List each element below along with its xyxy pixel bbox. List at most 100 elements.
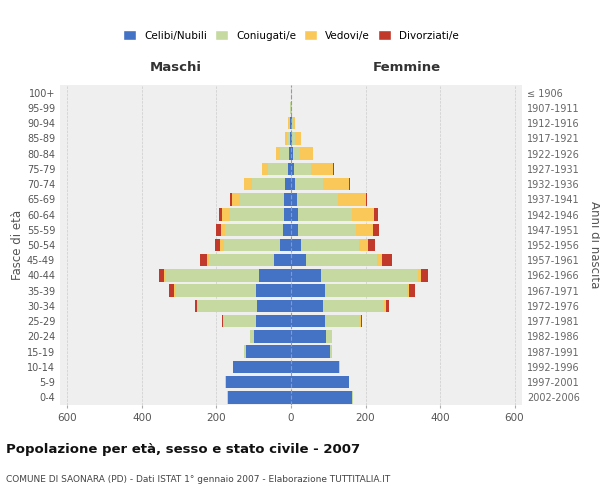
Bar [254,330,291,342]
Bar [298,208,352,221]
Bar [166,269,259,281]
Bar [382,254,392,266]
Bar [159,269,164,281]
Bar [252,178,286,190]
Bar [291,148,293,160]
Bar [323,178,349,190]
Bar [230,193,232,205]
Bar [169,284,173,297]
Bar [291,224,298,236]
Bar [276,148,280,160]
Bar [262,162,268,175]
Bar [173,284,176,297]
Bar [222,208,230,221]
Bar [215,239,220,251]
Bar [291,376,349,388]
Bar [223,315,224,328]
Bar [226,376,291,388]
Text: Maschi: Maschi [149,62,202,74]
Bar [219,208,222,221]
Bar [293,148,299,160]
Bar [295,132,301,144]
Bar [283,224,291,236]
Bar [365,193,367,205]
Bar [291,330,326,342]
Bar [232,193,239,205]
Bar [280,239,291,251]
Bar [239,193,284,205]
Bar [298,224,356,236]
Bar [285,132,287,144]
Bar [224,315,256,328]
Bar [296,193,338,205]
Bar [299,148,313,160]
Bar [292,132,295,144]
Bar [325,284,407,297]
Bar [323,300,384,312]
Text: COMUNE DI SAONARA (PD) - Dati ISTAT 1° gennaio 2007 - Elaborazione TUTTITALIA.IT: COMUNE DI SAONARA (PD) - Dati ISTAT 1° g… [6,475,390,484]
Bar [197,300,198,312]
Bar [291,132,292,144]
Bar [198,300,257,312]
Bar [291,269,321,281]
Bar [268,162,288,175]
Text: Popolazione per età, sesso e stato civile - 2007: Popolazione per età, sesso e stato civil… [6,442,360,456]
Bar [291,178,295,190]
Bar [368,239,375,251]
Bar [207,254,209,266]
Bar [291,315,325,328]
Bar [311,162,333,175]
Bar [306,254,377,266]
Bar [256,284,291,297]
Bar [291,284,325,297]
Bar [356,224,373,236]
Legend: Celibi/Nubili, Coniugati/e, Vedovi/e, Divorziati/e: Celibi/Nubili, Coniugati/e, Vedovi/e, Di… [119,26,463,45]
Bar [407,284,409,297]
Bar [291,208,298,221]
Bar [220,239,224,251]
Bar [290,132,291,144]
Bar [291,193,296,205]
Bar [291,346,330,358]
Bar [284,193,291,205]
Bar [294,162,311,175]
Bar [352,208,374,221]
Bar [384,300,386,312]
Bar [326,330,332,342]
Bar [233,360,291,373]
Bar [289,148,291,160]
Bar [209,254,274,266]
Bar [256,315,291,328]
Bar [200,254,207,266]
Bar [287,132,290,144]
Bar [291,254,306,266]
Bar [301,239,359,251]
Bar [280,148,289,160]
Bar [221,224,225,236]
Bar [244,346,246,358]
Bar [333,162,334,175]
Bar [225,376,226,388]
Bar [293,117,295,130]
Bar [225,224,283,236]
Bar [361,315,362,328]
Bar [330,346,332,358]
Bar [289,117,290,130]
Bar [374,208,378,221]
Bar [284,208,291,221]
Bar [360,315,361,328]
Bar [216,224,221,236]
Text: Femmine: Femmine [373,62,440,74]
Bar [291,117,292,130]
Bar [321,269,418,281]
Bar [291,360,340,373]
Bar [386,300,389,312]
Bar [373,224,379,236]
Bar [195,300,197,312]
Bar [338,193,365,205]
Bar [291,391,352,404]
Bar [246,346,291,358]
Y-axis label: Fasce di età: Fasce di età [11,210,24,280]
Bar [377,254,382,266]
Bar [359,239,368,251]
